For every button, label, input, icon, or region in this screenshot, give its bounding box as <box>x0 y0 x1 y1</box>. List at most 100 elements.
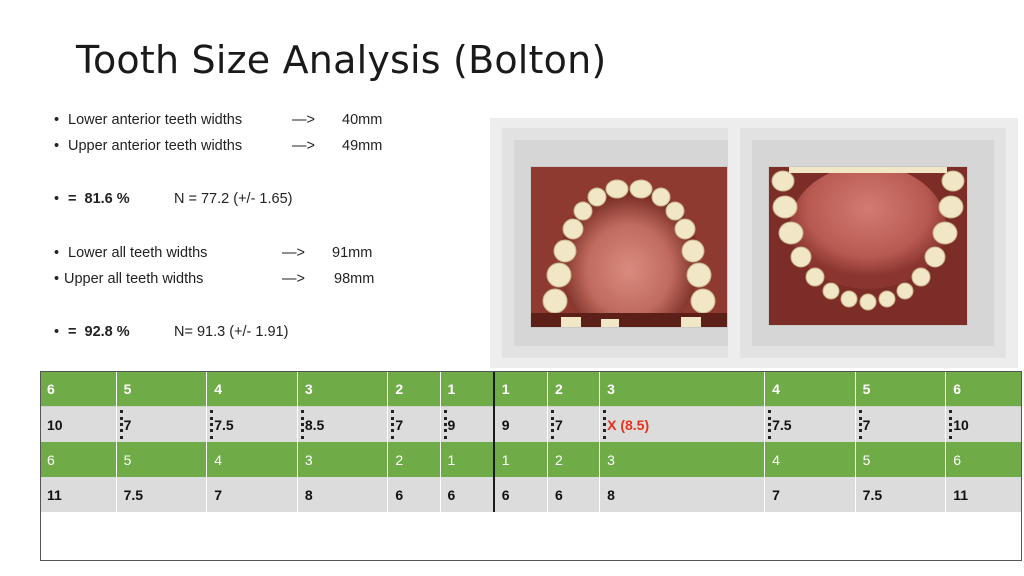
cell-value: 8.5 <box>304 416 325 433</box>
table-cell: 3 <box>297 442 389 477</box>
table-cell: 4 <box>764 371 856 407</box>
table-cell-dotted: 7 <box>547 406 601 442</box>
cell-value: 7.5 <box>214 416 234 433</box>
table-cell: 4 <box>206 442 298 477</box>
bullet-lower-all: • Lower all teeth widths —> 91mm <box>54 245 372 261</box>
table-cell: 9 <box>492 406 548 442</box>
table-cell: 8 <box>297 477 389 512</box>
dotted-divider <box>210 410 214 439</box>
bullet-dot: • <box>54 324 60 340</box>
ratio-prefix: = <box>68 191 81 207</box>
arrow: —> <box>282 245 305 261</box>
bullet-overall-ratio: • = 92.8 % N= 91.3 (+/- 1.91) <box>54 324 288 340</box>
dotted-divider <box>949 410 953 439</box>
table-cell: 4 <box>206 371 298 407</box>
upper-arch-photo <box>530 166 728 328</box>
arrow: —> <box>282 271 305 287</box>
dotted-divider <box>119 410 123 439</box>
tooth-width-table: 6 5 4 3 2 1 1 2 3 4 5 6 10 7 7.5 8.5 7 9… <box>40 371 1022 512</box>
ratio-value: 81.6 % <box>84 191 130 207</box>
arrow: —> <box>292 138 315 154</box>
bullet-dot: • <box>54 245 60 261</box>
label: Lower all teeth widths <box>68 245 208 261</box>
table-cell-dotted: X (8.5) <box>599 406 766 442</box>
missing-tooth-value: X (8.5) <box>607 416 650 433</box>
table-cell-dotted: 7 <box>855 406 947 442</box>
table-row-upper-widths: 10 7 7.5 8.5 7 9 9 7 X (8.5) 7.5 7 10 <box>40 406 1022 442</box>
table-cell-dotted: 7 <box>116 406 208 442</box>
table-cell: 11 <box>40 477 117 512</box>
table-cell: 6 <box>492 477 548 512</box>
table-cell: 11 <box>945 477 1022 512</box>
table-row-upper-tooth-numbers: 6 5 4 3 2 1 1 2 3 4 5 6 <box>40 371 1022 407</box>
table-cell: 2 <box>547 371 601 407</box>
table-cell: 8 <box>599 477 766 512</box>
cell-value: 9 <box>447 416 456 433</box>
table-cell-dotted: 7 <box>387 406 441 442</box>
table-cell: 2 <box>547 442 601 477</box>
ratio-prefix: = <box>68 324 81 340</box>
table-cell: 5 <box>855 371 947 407</box>
table-cell: 6 <box>40 371 117 407</box>
table-cell: 5 <box>855 442 947 477</box>
table-cell: 3 <box>599 371 766 407</box>
table-cell: 7.5 <box>855 477 947 512</box>
table-row-lower-tooth-numbers: 6 5 4 3 2 1 1 2 3 4 5 6 <box>40 442 1022 477</box>
value: 40mm <box>342 112 383 128</box>
cell-value: 7 <box>862 416 871 433</box>
table-cell-dotted: 7.5 <box>206 406 298 442</box>
dotted-divider <box>858 410 862 439</box>
lower-arch-photo <box>768 166 968 326</box>
lower-arch-image <box>769 167 967 325</box>
arrow: —> <box>292 112 315 128</box>
table-cell: 2 <box>387 442 441 477</box>
cell-value: 7 <box>555 416 563 433</box>
cell-value: 7 <box>123 416 132 433</box>
table-cell: 4 <box>764 442 856 477</box>
cell-value: 7.5 <box>772 416 792 433</box>
table-cell-dotted: 7.5 <box>764 406 856 442</box>
label: Lower anterior teeth widths <box>68 112 243 128</box>
table-cell: 1 <box>440 442 495 477</box>
table-cell: 1 <box>492 442 548 477</box>
norm-value: N = 77.2 (+/- 1.65) <box>174 191 293 207</box>
table-cell: 2 <box>387 371 441 407</box>
table-cell: 3 <box>297 371 389 407</box>
table-cell-dotted: 8.5 <box>297 406 389 442</box>
table-cell: 10 <box>40 406 117 442</box>
ratio-value: 92.8 % <box>84 324 130 340</box>
cell-value: 10 <box>953 416 969 433</box>
cell-value: 7 <box>395 416 404 433</box>
table-cell: 6 <box>387 477 441 512</box>
table-cell: 6 <box>40 442 117 477</box>
dotted-divider <box>300 410 304 439</box>
table-cell: 1 <box>492 371 548 407</box>
bullet-upper-anterior: • Upper anterior teeth widths —> 49mm <box>54 138 382 154</box>
table-cell: 5 <box>116 442 208 477</box>
table-cell: 6 <box>945 442 1022 477</box>
table-cell: 5 <box>116 371 208 407</box>
bullet-dot: • <box>54 271 60 287</box>
dotted-divider <box>443 410 447 439</box>
table-cell: 7.5 <box>116 477 208 512</box>
table-cell: 1 <box>440 371 495 407</box>
bullet-lower-anterior: • Lower anterior teeth widths —> 40mm <box>54 112 382 128</box>
table-border <box>40 371 1022 561</box>
table-row-lower-widths: 11 7.5 7 8 6 6 6 6 8 7 7.5 11 <box>40 477 1022 512</box>
value: 98mm <box>334 271 375 287</box>
label: Upper anterior teeth widths <box>68 138 243 154</box>
bullet-anterior-ratio: • = 81.6 % N = 77.2 (+/- 1.65) <box>54 191 292 207</box>
value: 91mm <box>332 245 373 261</box>
dotted-divider <box>603 410 607 439</box>
dotted-divider <box>768 410 772 439</box>
bullet-dot: • <box>54 138 60 154</box>
dotted-divider <box>551 410 554 439</box>
table-cell: 6 <box>547 477 601 512</box>
norm-value: N= 91.3 (+/- 1.91) <box>174 324 289 340</box>
label: Upper all teeth widths <box>64 271 204 287</box>
table-cell: 6 <box>945 371 1022 407</box>
table-cell: 3 <box>599 442 766 477</box>
table-cell: 7 <box>764 477 856 512</box>
dotted-divider <box>391 410 395 439</box>
value: 49mm <box>342 138 383 154</box>
